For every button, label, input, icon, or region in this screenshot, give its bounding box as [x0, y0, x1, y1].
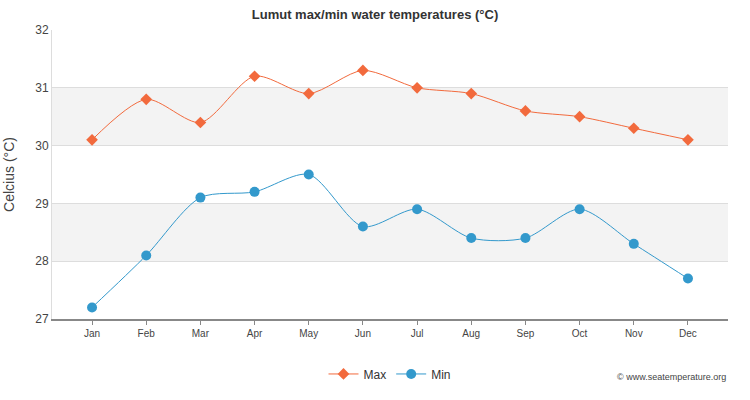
svg-text:28: 28 — [35, 254, 49, 268]
svg-text:Min: Min — [431, 368, 450, 382]
svg-text:Celcius (°C): Celcius (°C) — [1, 137, 17, 212]
svg-text:Aug: Aug — [462, 328, 480, 339]
svg-text:Feb: Feb — [138, 328, 156, 339]
svg-text:May: May — [299, 328, 318, 339]
svg-text:Dec: Dec — [679, 328, 697, 339]
svg-text:31: 31 — [35, 81, 49, 95]
svg-text:Nov: Nov — [625, 328, 643, 339]
svg-text:Jan: Jan — [84, 328, 100, 339]
svg-text:Jun: Jun — [355, 328, 371, 339]
svg-text:© www.seatemperature.org: © www.seatemperature.org — [617, 372, 726, 382]
svg-text:32: 32 — [35, 23, 49, 37]
svg-text:30: 30 — [35, 139, 49, 153]
svg-text:Max: Max — [364, 368, 387, 382]
svg-text:Apr: Apr — [247, 328, 263, 339]
svg-text:27: 27 — [35, 312, 49, 326]
svg-text:Oct: Oct — [572, 328, 588, 339]
svg-text:Jul: Jul — [411, 328, 424, 339]
svg-text:Lumut max/min water temperatur: Lumut max/min water temperatures (°C) — [252, 7, 498, 22]
svg-text:29: 29 — [35, 197, 49, 211]
svg-text:Mar: Mar — [192, 328, 210, 339]
svg-text:Sep: Sep — [517, 328, 535, 339]
